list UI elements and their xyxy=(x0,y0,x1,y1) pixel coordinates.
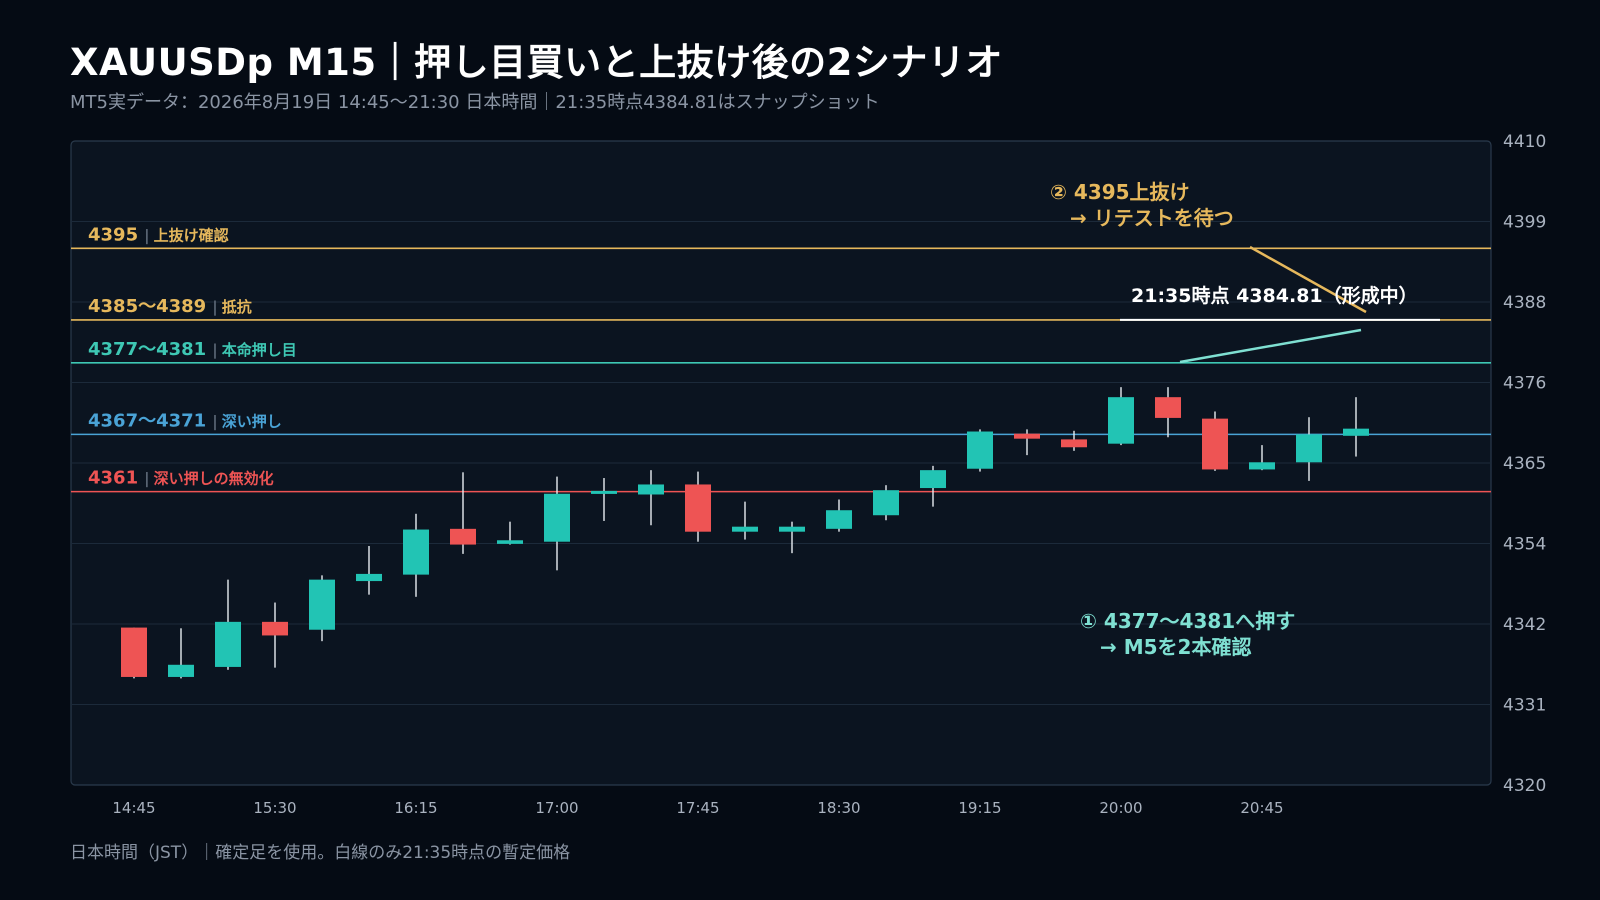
candle-body xyxy=(497,540,523,544)
candle-body xyxy=(309,579,335,630)
candle xyxy=(638,470,664,526)
x-tick-label: 16:15 xyxy=(394,799,437,817)
level-label: 4367〜4371 | 深い押し xyxy=(88,410,282,431)
candle-body xyxy=(356,573,382,582)
candle-body xyxy=(1343,428,1369,436)
level-label: 4395 | 上抜け確認 xyxy=(88,224,229,245)
candle xyxy=(826,499,852,532)
candle xyxy=(215,579,241,670)
candle-body xyxy=(779,526,805,532)
level-label: 4385〜4389 | 抵抗 xyxy=(88,296,252,317)
x-tick-label: 17:00 xyxy=(535,799,578,817)
candle-body xyxy=(1108,397,1134,444)
candle-body xyxy=(262,621,288,636)
candle xyxy=(873,485,899,521)
x-tick-label: 18:30 xyxy=(817,799,860,817)
y-tick-label: 4388 xyxy=(1503,293,1546,313)
candle xyxy=(1155,387,1181,438)
candle-body xyxy=(544,493,570,542)
candle xyxy=(1202,411,1228,471)
candle xyxy=(403,513,429,597)
candle xyxy=(920,465,946,507)
y-axis-ticks: 4410 4399 4388 4376 4365 4354 4342 4331 4320 xyxy=(1503,132,1546,796)
x-tick-label: 20:00 xyxy=(1099,799,1142,817)
candle-body xyxy=(685,484,711,532)
y-tick-label: 4399 xyxy=(1503,213,1546,233)
candle xyxy=(967,429,993,472)
y-tick-label: 4365 xyxy=(1503,454,1546,474)
candle-body xyxy=(121,627,147,677)
candle-body xyxy=(920,470,946,489)
y-tick-label: 4354 xyxy=(1503,535,1546,555)
candles xyxy=(121,387,1369,679)
level-label: 4377〜4381 | 本命押し目 xyxy=(88,339,297,360)
candle xyxy=(356,546,382,595)
snapshot-label: 21:35時点 4384.81（形成中） xyxy=(1131,284,1418,307)
level-label: 4361 | 深い押しの無効化 xyxy=(88,468,274,489)
candle xyxy=(1249,445,1275,471)
candle xyxy=(1296,417,1322,481)
candle xyxy=(309,575,335,642)
candle xyxy=(1343,397,1369,457)
candle-body xyxy=(1202,418,1228,470)
y-tick-label: 4320 xyxy=(1503,776,1546,796)
candle-body xyxy=(450,528,476,545)
footer-note: 日本時間（JST）｜確定足を使用。白線のみ21:35時点の暫定価格 xyxy=(70,843,571,863)
chart-subtitle: MT5実データ：2026年8月19日 14:45〜21:30 日本時間｜21:3… xyxy=(70,92,880,113)
chart-title: XAUUSDp M15｜押し目買いと上抜け後の2シナリオ xyxy=(70,41,1003,84)
scenario2-label: ② 4395上抜け xyxy=(1050,180,1190,204)
annotations: 21:35時点 4384.81（形成中） ② 4395上抜け → リテストを待つ… xyxy=(1050,180,1440,659)
candle-body xyxy=(1014,433,1040,439)
x-tick-label: 15:30 xyxy=(253,799,296,817)
x-axis-ticks: 14:45 15:30 16:15 17:00 17:45 18:30 19:15 20:00… xyxy=(112,799,1283,817)
candle xyxy=(591,478,617,521)
candle-body xyxy=(1155,397,1181,418)
scenario1-sublabel: → M5を2本確認 xyxy=(1100,635,1251,659)
candle xyxy=(450,472,476,554)
candle xyxy=(1108,387,1134,446)
candle-body xyxy=(826,510,852,529)
candle-body xyxy=(967,431,993,469)
candle-body xyxy=(591,490,617,494)
candle xyxy=(497,521,523,545)
candle-body xyxy=(638,484,664,495)
level-lines: 4395 | 上抜け確認 4385〜4389 | 抵抗 4377〜4381 | 本命押し目 436… xyxy=(71,224,1491,493)
x-tick-label: 20:45 xyxy=(1240,799,1283,817)
scenario2-sublabel: → リテストを待つ xyxy=(1070,206,1234,230)
y-tick-label: 4331 xyxy=(1503,696,1546,716)
candle-body xyxy=(168,664,194,677)
candle xyxy=(1061,430,1087,451)
candle xyxy=(732,501,758,540)
candle xyxy=(779,521,805,554)
candle-body xyxy=(215,621,241,667)
candle xyxy=(168,628,194,679)
candle xyxy=(1014,429,1040,456)
scenario1-arrow-line xyxy=(1179,328,1362,364)
candle-body xyxy=(403,529,429,575)
candle-body xyxy=(873,490,899,516)
y-tick-label: 4410 xyxy=(1503,132,1546,152)
x-tick-label: 19:15 xyxy=(958,799,1001,817)
y-tick-label: 4376 xyxy=(1503,374,1546,394)
candle-body xyxy=(1249,462,1275,470)
x-tick-label: 14:45 xyxy=(112,799,155,817)
candle xyxy=(262,602,288,668)
grid-lines xyxy=(71,221,1491,705)
candle-body xyxy=(732,526,758,532)
scenario2-arrow-line xyxy=(1249,245,1367,314)
candle-body xyxy=(1061,439,1087,448)
candle-body xyxy=(1296,434,1322,463)
x-tick-label: 17:45 xyxy=(676,799,719,817)
candle xyxy=(544,476,570,571)
y-tick-label: 4342 xyxy=(1503,615,1546,635)
scenario1-label: ① 4377〜4381へ押す xyxy=(1080,609,1295,633)
candle xyxy=(685,471,711,542)
candle xyxy=(121,627,147,679)
